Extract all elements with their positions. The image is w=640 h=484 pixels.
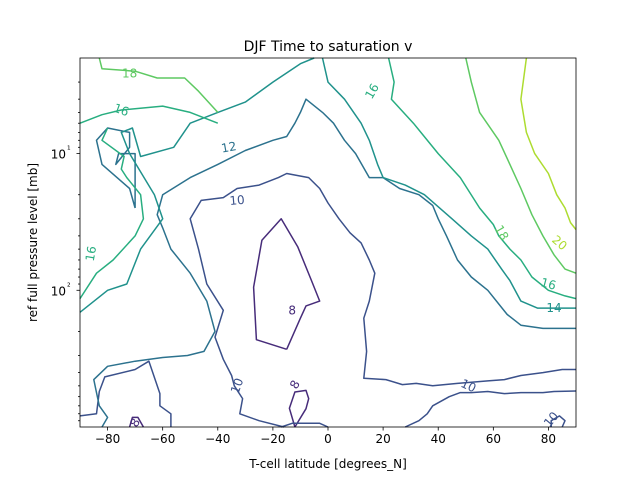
contour-line-12 xyxy=(93,98,576,428)
y-tick-exponent: ² xyxy=(67,282,71,292)
contour-line-18 xyxy=(465,57,577,274)
contour-line-16 xyxy=(79,105,219,124)
contour-label: 16 xyxy=(362,81,382,101)
y-tick-label: 10 xyxy=(51,148,66,162)
x-axis-ticks: −80 −60 −40 −20 0 20 40 60 80 xyxy=(95,427,556,446)
contour-label: 8 xyxy=(288,303,296,317)
contour-line-10 xyxy=(280,422,329,428)
contour-line-12 xyxy=(95,127,136,209)
contour-label: 14 xyxy=(546,301,561,315)
x-tick-label: 0 xyxy=(324,432,332,446)
contour-line-10 xyxy=(79,360,172,427)
x-tick-label: 20 xyxy=(375,432,390,446)
contour-label: 10 xyxy=(459,376,479,395)
contour-line-16 xyxy=(79,127,145,300)
x-tick-label: −20 xyxy=(260,432,285,446)
contour-label: 18 xyxy=(122,67,137,81)
x-tick-label: −60 xyxy=(150,432,175,446)
contour-line-14 xyxy=(79,57,315,313)
chart-title: DJF Time to saturation v xyxy=(244,39,413,55)
contour-label: 18 xyxy=(492,223,512,243)
contour-label: 16 xyxy=(112,101,131,119)
y-tick-exponent: ¹ xyxy=(67,146,71,156)
contour-line-18 xyxy=(98,57,219,113)
x-tick-label: 40 xyxy=(431,432,446,446)
contour-label: 16 xyxy=(539,275,557,292)
contour-line-14 xyxy=(321,57,576,309)
y-axis-ticks: 10 ¹10 ² xyxy=(51,81,80,422)
contour-line-8 xyxy=(128,416,145,428)
contour-line-8 xyxy=(288,389,310,428)
contour-line-10 xyxy=(189,172,576,428)
contour-line-10 xyxy=(404,390,577,428)
contour-lines xyxy=(79,57,577,428)
x-tick-label: 60 xyxy=(486,432,501,446)
y-axis-label: ref full pressure level [mb] xyxy=(26,163,40,322)
x-tick-label: −80 xyxy=(95,432,120,446)
contour-label: 10 xyxy=(228,376,246,395)
x-tick-label: −40 xyxy=(205,432,230,446)
contour-label: 16 xyxy=(83,245,99,262)
contour-line-8 xyxy=(252,218,321,351)
contour-line-16 xyxy=(387,57,577,300)
contour-label: 8 xyxy=(287,378,303,392)
contour-line-20 xyxy=(520,57,577,231)
x-axis-label: T-cell latitude [degrees_N] xyxy=(248,457,407,471)
contour-label: 12 xyxy=(220,139,237,155)
contour-label: 10 xyxy=(229,193,245,208)
contour-line-10 xyxy=(550,415,566,428)
plot-frame xyxy=(79,57,577,428)
contour-label: 20 xyxy=(549,233,570,254)
x-tick-label: 80 xyxy=(541,432,556,446)
y-tick-label: 10 xyxy=(51,284,66,298)
